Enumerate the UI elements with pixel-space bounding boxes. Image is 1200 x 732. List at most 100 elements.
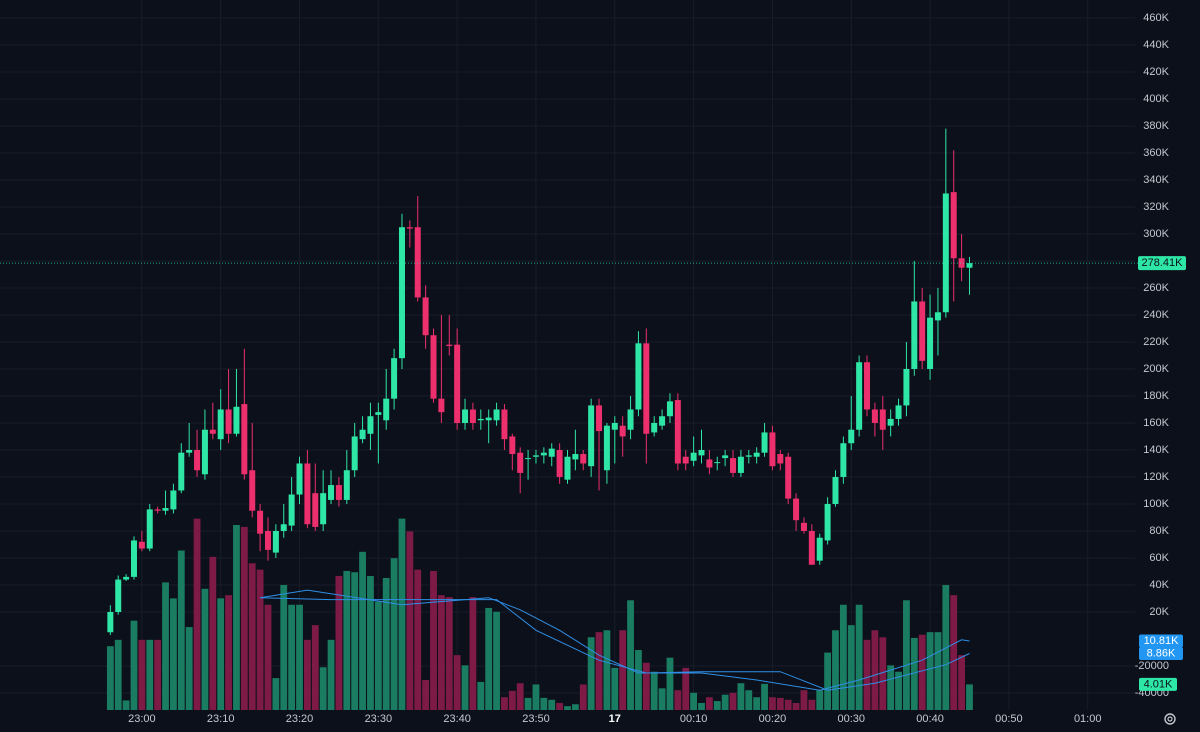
gear-hub [1167,716,1173,722]
volume-bar [926,632,934,710]
y-tick-label: 320K [1143,201,1169,213]
volume-bar [185,627,193,710]
candle-body [406,227,413,229]
volume-bar [390,558,398,710]
volume-ma [260,589,970,691]
volume-bar [209,556,217,710]
candle-body [351,436,358,471]
y-tick-label: 340K [1143,174,1169,186]
volume-bar [769,697,776,710]
settings-icon[interactable] [1164,713,1176,725]
candle-body [627,409,634,430]
candle-body [170,490,177,510]
ma-line [260,597,970,691]
volume-bar [225,595,232,710]
volume-bar [248,563,256,710]
candle-body [186,449,193,453]
volume-bar [162,582,169,710]
volume-bar [816,690,824,710]
candle-body [178,452,185,491]
volume-bar [154,639,162,710]
volume-bar [784,699,792,710]
volume-bar [106,646,114,710]
candle-body [753,452,760,457]
volume-bar [579,684,587,710]
y-tick-label: 60K [1149,552,1169,564]
volume-bar [650,671,658,710]
volume-bar [690,692,698,710]
volume-bar [887,665,895,710]
y-tick-label: -20000 [1135,660,1169,672]
volume-bar [453,655,461,710]
candle-body [635,343,642,410]
volume-bar [264,604,272,710]
y-tick-label: 180K [1143,390,1169,402]
candle-body [619,425,626,437]
candle-body [840,443,847,477]
volume-bar [217,598,225,710]
candle-body [903,368,910,406]
volume-bar [343,570,351,710]
candle-body [690,452,697,461]
candle-body [320,493,327,525]
volume-bar [839,604,847,710]
candle-body [761,432,768,453]
volume-bar [367,576,374,710]
volume-bar [619,630,627,710]
volume-bar [374,601,382,710]
volume-pane [106,518,973,710]
volume-bar [627,600,634,710]
ma-label: 8.86K [1147,647,1176,659]
volume-bar [721,694,729,710]
volume-bar [642,662,650,710]
volume-bar [903,600,910,710]
volume-bar [635,650,642,710]
volume-bar [508,690,516,710]
candle-body [272,530,279,553]
volume-bar [406,531,414,710]
volume-bar [114,639,122,710]
candle-body [296,463,303,495]
volume-bar [193,518,201,710]
volume-bar [398,518,406,710]
volume-bar [272,678,280,710]
candle-body [201,429,208,475]
candle-body [312,493,319,527]
volume-bar [548,699,556,710]
volume-bar [556,702,564,710]
candle-body [540,452,547,456]
volume-bar [745,690,753,710]
candles [0,128,1138,635]
candle-body [430,335,437,399]
volume-bar [800,690,808,710]
x-tick-label: 23:00 [128,713,156,725]
ma-label-box [1139,646,1183,660]
candle-body [194,449,201,471]
candle-body [162,508,169,511]
candle-body [942,193,949,313]
volume-bar [871,630,879,710]
volume-bar [382,577,390,710]
volume-bar [461,665,469,710]
candle-body [580,454,587,464]
candle-body [800,522,807,531]
candle-body [501,409,508,440]
candle-body [304,463,311,525]
volume-bar [713,701,721,710]
volume-bar [256,569,264,710]
volume-bar [603,630,611,710]
volume-bar [445,597,453,710]
volume-bar [477,681,485,710]
volume-bar [516,683,524,710]
candle-body [714,462,721,464]
x-tick-label: 23:50 [522,713,550,725]
volume-bar [934,632,942,710]
volume-bar [288,604,296,710]
candle-body [462,409,469,423]
y-tick-label: 220K [1143,336,1169,348]
volume-bar [895,671,902,710]
candle-body [383,398,390,421]
candle-body [919,301,926,361]
candle-body [887,418,894,426]
